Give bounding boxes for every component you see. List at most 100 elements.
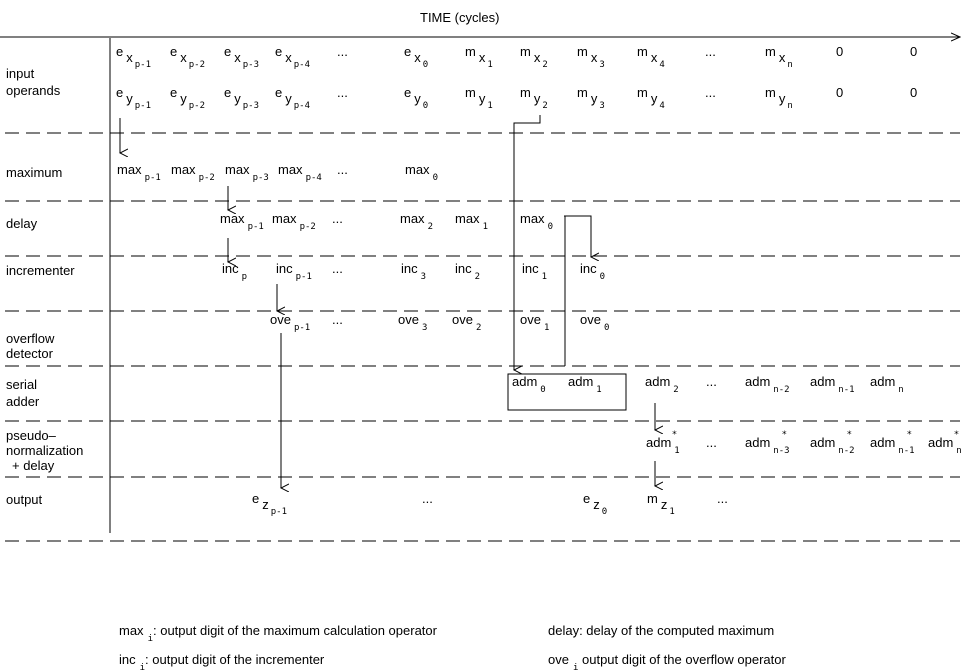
adder-token: adm1 [568, 374, 602, 395]
stage-incrementer-label: incrementer [6, 263, 75, 278]
row-dividers [5, 132, 960, 542]
incrementer-token: inc0 [580, 261, 605, 282]
overflow-token: ove2 [452, 312, 481, 333]
pseudo-token: admn* [928, 430, 962, 456]
stage-input-label-2: operands [6, 83, 61, 98]
delay-row: maxp-1 maxp-2... max2 max1 max0 [220, 211, 553, 232]
input-y-token: e y p-2 [170, 85, 205, 111]
pseudo-token: admn-2* [810, 430, 855, 456]
stage-maximum-label: maximum [6, 165, 62, 180]
legend-entry: ovei output digit of the overflow operat… [548, 652, 786, 672]
maximum-token: maxp-2 [171, 162, 215, 183]
delay-token: ... [332, 211, 343, 226]
incrementer-token: inc3 [401, 261, 426, 282]
input-x-token: ... [705, 44, 716, 59]
stage-delay-label: delay [6, 216, 38, 231]
stage-adder-label-2: adder [6, 394, 40, 409]
input-x-token: ... [337, 44, 348, 59]
legend-entry: maxi: output digit of the maximum calcul… [119, 623, 438, 644]
output-token: e z p-1 [252, 491, 287, 517]
incrementer-token: ... [332, 261, 343, 276]
overflow-token: ovep-1 [270, 312, 310, 333]
adder-token: admn-2 [745, 374, 790, 395]
maximum-token: maxp-4 [278, 162, 322, 183]
adder-token: admn-1 [810, 374, 855, 395]
incrementer-token: incp [222, 261, 247, 282]
legend: maxi: output digit of the maximum calcul… [119, 623, 786, 672]
output-token: ... [422, 491, 433, 506]
input-x-token: e x p-4 [275, 44, 310, 70]
input-x-token: e x p-1 [116, 44, 151, 70]
adder-token: ... [706, 374, 717, 389]
input-y-token: ... [705, 85, 716, 100]
overflow-token: ove1 [520, 312, 549, 333]
delay-token: maxp-1 [220, 211, 264, 232]
delay-token: max0 [520, 211, 553, 232]
incrementer-token: inc2 [455, 261, 480, 282]
incrementer-row: incp incp-1... inc3 inc2 inc1 inc0 [222, 261, 605, 282]
input-y-token: 0 [910, 85, 917, 100]
input-x-token: 0 [836, 44, 843, 59]
pseudo-token: admn-3* [745, 430, 790, 456]
delay-token: max1 [455, 211, 488, 232]
pseudo-token: admn-1* [870, 430, 915, 456]
adder-start-box [507, 373, 627, 411]
overflow-token: ove3 [398, 312, 427, 333]
legend-entry: inci: output digit of the incrementer [119, 652, 325, 672]
input-y-token: e y p-1 [116, 85, 151, 111]
input-y-token: ... [337, 85, 348, 100]
pseudo-normalization-row: adm1*... admn-3* admn-2* admn-1* admn* [646, 430, 962, 456]
input-x-operand-row: e x p-1 e x p-2 e x p-3 e x p-4... e x 0 m x 1 m x 2 m x 3 m x 4..… [116, 44, 917, 70]
adder-token: adm0 [512, 374, 546, 395]
maximum-token: ... [337, 162, 348, 177]
input-y-operand-row: e y p-1 e y p-2 e y p-3 e y p-4... e y 0 m y 1 m y 2 m y 3 m y 4..… [116, 85, 917, 111]
delay-token: maxp-2 [272, 211, 316, 232]
input-y-token: 0 [836, 85, 843, 100]
output-row: e z p-1... e z 0 m z 1... [252, 491, 728, 517]
arrow-mantissa-to-adder [514, 115, 541, 370]
delay-token: max2 [400, 211, 433, 232]
incrementer-token: incp-1 [276, 261, 312, 282]
adder-token: admn [870, 374, 904, 395]
stage-overflow-label-1: overflow [6, 331, 55, 346]
stage-pseudo-label-3: + delay [12, 458, 55, 473]
input-x-token: 0 [910, 44, 917, 59]
maximum-token: maxp-3 [225, 162, 269, 183]
arrow-delay-to-incrementer-0 [564, 215, 591, 257]
stage-output-label: output [6, 492, 43, 507]
data-flow-arrows [120, 115, 655, 488]
stage-labels: input operands maximum delay incrementer… [6, 66, 83, 507]
overflow-row: ovep-1... ove3 ove2 ove1 ove0 [270, 312, 609, 333]
output-token: ... [717, 491, 728, 506]
stage-pseudo-label-2: normalization [6, 443, 83, 458]
input-x-token: e x p-2 [170, 44, 205, 70]
overflow-token: ... [332, 312, 343, 327]
input-y-token: e y p-4 [275, 85, 310, 111]
pseudo-token: adm1* [646, 430, 680, 456]
input-y-token: e y p-3 [224, 85, 259, 111]
stage-adder-label-1: serial [6, 377, 37, 392]
pseudo-token: ... [706, 435, 717, 450]
maximum-token: max0 [405, 162, 438, 183]
time-axis-label: TIME (cycles) [420, 10, 499, 25]
stage-overflow-label-2: detector [6, 346, 54, 361]
adder-row: adm0 adm1 adm2... admn-2 admn-1 admn [512, 374, 904, 395]
stage-input-label-1: input [6, 66, 35, 81]
stage-pseudo-label-1: pseudo– [6, 428, 57, 443]
incrementer-token: inc1 [522, 261, 547, 282]
